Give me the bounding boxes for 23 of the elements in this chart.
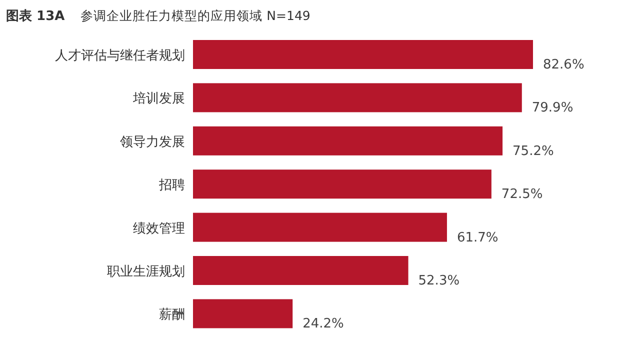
y-tick-label: 培训发展 bbox=[132, 92, 185, 107]
data-label: 82.6% bbox=[543, 58, 584, 72]
y-tick-label: 人才评估与继任者规划 bbox=[55, 48, 185, 64]
bar bbox=[193, 256, 408, 285]
bar bbox=[193, 212, 447, 242]
data-label: 75.2% bbox=[512, 144, 554, 159]
data-label: 61.7% bbox=[456, 230, 498, 246]
text: 图表 13A bbox=[6, 9, 65, 24]
bar bbox=[193, 299, 293, 328]
bar bbox=[193, 126, 503, 156]
data-label: 52.3% bbox=[418, 274, 460, 288]
bar bbox=[193, 170, 492, 199]
y-tick-label: 绩效管理 bbox=[133, 221, 185, 236]
data-label: 24.2% bbox=[302, 316, 344, 332]
data-label: 79.9% bbox=[532, 100, 574, 116]
chart-subtitle: 参调企业胜任力模型的应用领域 N=149 bbox=[80, 8, 310, 23]
y-tick-label: 薪酬 bbox=[159, 308, 185, 323]
data-label: 72.5% bbox=[501, 187, 543, 202]
y-tick-label: 领导力发展 bbox=[120, 134, 185, 150]
y-tick-label: 职业生涯规划 bbox=[107, 264, 185, 280]
bar bbox=[193, 40, 533, 69]
y-tick-label: 招聘 bbox=[158, 178, 185, 194]
bar bbox=[193, 83, 522, 112]
